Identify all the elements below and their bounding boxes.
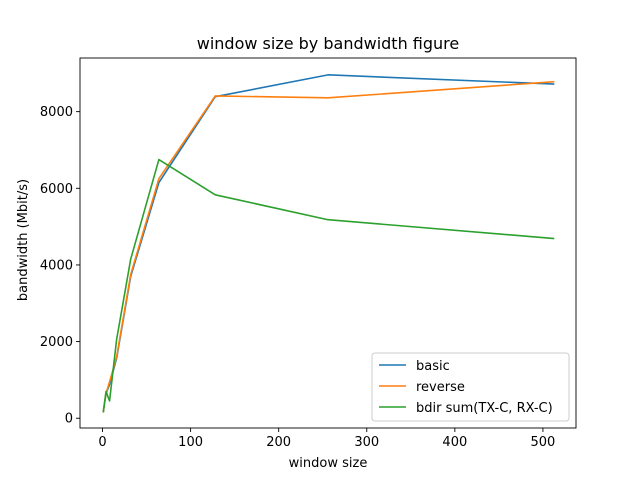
y-tick-label: 0 [65, 412, 73, 427]
legend-label-1: reverse [416, 380, 465, 395]
x-tick-label: 200 [266, 435, 291, 450]
y-tick-label: 8000 [40, 105, 73, 120]
y-tick-label: 2000 [40, 335, 73, 350]
y-tick-label: 4000 [40, 258, 73, 273]
x-tick-label: 0 [98, 435, 106, 450]
x-tick-label: 500 [531, 435, 556, 450]
y-axis-label: bandwidth (Mbit/s) [16, 179, 31, 301]
legend-label-0: basic [416, 359, 450, 374]
legend-label-2: bdir sum(TX-C, RX-C) [416, 401, 553, 416]
x-tick-label: 400 [442, 435, 467, 450]
series-line-2 [102, 158, 555, 413]
legend-box [371, 352, 570, 422]
x-axis-label: window size [289, 456, 368, 471]
chart-title: window size by bandwidth figure [197, 34, 460, 53]
x-tick-label: 100 [178, 435, 203, 450]
axes-frame [79, 57, 577, 429]
plot-area: 0 100 200 300 400 500 0 2000 4000 6000 8000 [40, 57, 577, 450]
y-tick-label: 6000 [40, 182, 73, 197]
x-tick-label: 300 [354, 435, 379, 450]
legend: basic reverse bdir sum(TX-C, RX-C) [371, 352, 570, 422]
